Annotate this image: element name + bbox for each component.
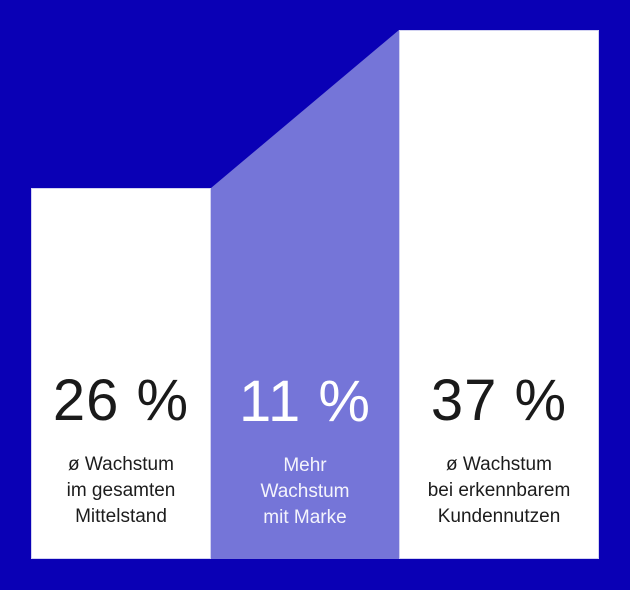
bar-mittelstand-value: 26 % <box>52 368 190 433</box>
bar-kundennutzen: 37 % ø Wachstum bei erkennbarem Kundennu… <box>399 30 599 559</box>
bar-marke-value: 11 % <box>239 369 371 434</box>
bar-kundennutzen-value: 37 % <box>430 368 568 433</box>
bar-kundennutzen-label: ø Wachstum bei erkennbarem Kundennutzen <box>427 454 571 527</box>
bar-marke-label: Mehr Wachstum mit Marke <box>260 455 350 528</box>
bar-mittelstand: 26 % ø Wachstum im gesamten Mittelstand <box>31 188 211 559</box>
bar-mittelstand-label: ø Wachstum im gesamten Mittelstand <box>66 454 176 527</box>
bar-marke-connector: 11 % Mehr Wachstum mit Marke <box>211 30 399 559</box>
